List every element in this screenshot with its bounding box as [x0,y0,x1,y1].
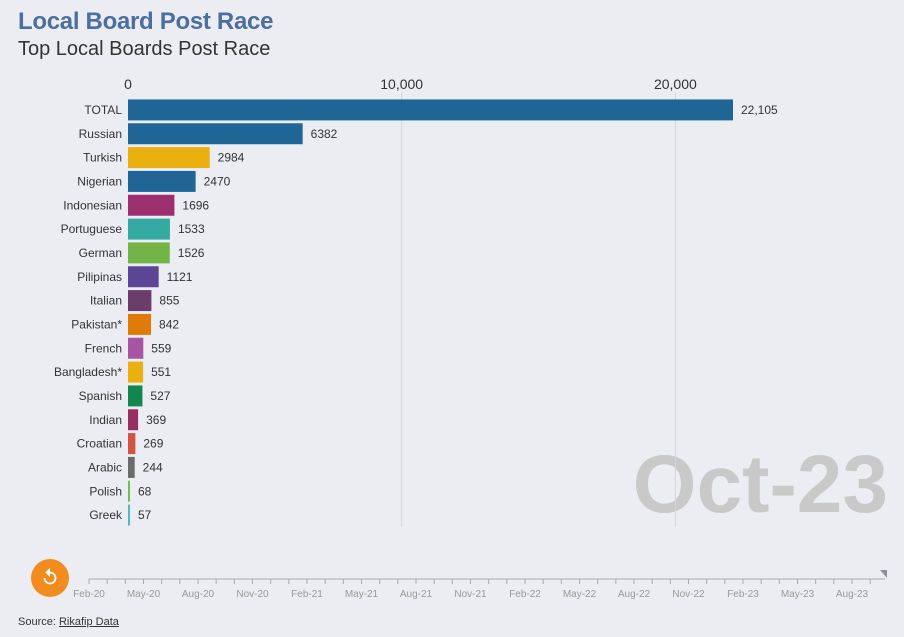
bar [128,361,144,383]
timeline-label: Nov-20 [236,589,269,600]
x-tick-label: 10,000 [380,76,423,92]
timeline-label: Aug-22 [618,589,651,600]
timeline-label: Aug-21 [400,589,433,600]
bar [128,242,170,264]
value-label: 1526 [178,246,205,260]
x-tick-label: 20,000 [654,76,697,92]
value-label: 269 [143,437,163,451]
value-label: 855 [159,294,179,308]
category-label: German [79,246,122,260]
bar [128,433,136,455]
timeline-label: May-23 [781,589,815,600]
value-label: 57 [138,508,152,522]
category-label: Portuguese [61,222,123,236]
category-label: Greek [89,508,123,522]
source-prefix: Source: [18,616,59,628]
value-label: 22,105 [741,103,778,117]
value-label: 842 [159,317,179,331]
bar [128,504,130,526]
bar [128,194,175,216]
category-label: Nigerian [77,174,122,188]
timeline-label: Aug-23 [836,589,869,600]
chart-title: Local Board Post Race [18,8,274,35]
value-label: 2470 [204,174,231,188]
bar [128,385,143,407]
bar [128,218,170,240]
category-label: Indonesian [63,198,122,212]
timeline-label: May-22 [563,589,597,600]
chart-subtitle: Top Local Boards Post Race [18,38,271,60]
timeline-label: Feb-20 [73,589,105,600]
source-note: Source: Rikafip Data [18,616,119,628]
value-label: 68 [138,484,152,498]
timeline-handle[interactable] [880,570,887,578]
bar [128,480,130,502]
bar [128,313,152,335]
value-label: 551 [151,365,171,379]
bar [128,123,303,145]
category-label: Russian [79,127,122,141]
timeline-label: Nov-21 [454,589,487,600]
value-label: 1533 [178,222,205,236]
category-label: Arabic [88,460,122,474]
category-label: Spanish [79,389,122,403]
value-label: 244 [143,460,163,474]
category-label: Pakistan* [71,317,122,331]
source-link[interactable]: Rikafip Data [58,616,119,628]
bar [128,456,135,478]
value-label: 527 [150,389,170,403]
value-label: 2984 [218,151,245,165]
x-tick-label: 0 [124,76,132,92]
bar [128,409,139,431]
value-label: 6382 [311,127,338,141]
bar [128,170,196,192]
replay-icon [43,567,57,585]
replay-button[interactable] [31,559,69,597]
value-label: 559 [151,341,171,355]
category-label: Turkish [83,151,122,165]
value-label: 369 [146,413,166,427]
date-watermark: Oct-23 [633,439,888,530]
timeline-label: May-20 [127,589,161,600]
timeline-label: Feb-21 [291,589,323,600]
timeline-label: Feb-23 [727,589,759,600]
value-label: 1121 [167,270,193,284]
category-label: Bangladesh* [54,365,122,379]
value-label: 1696 [182,198,209,212]
bar [128,147,210,169]
category-label: Croatian [77,437,122,451]
bar [128,290,152,312]
category-label: French [85,341,122,355]
timeline-label: Aug-20 [182,589,215,600]
bar [128,266,159,288]
timeline-label: Feb-22 [509,589,541,600]
bar [128,99,733,121]
category-label: Italian [90,294,122,308]
category-label: Pilipinas [77,270,122,284]
timeline-label: Nov-22 [672,589,705,600]
category-label: Polish [89,484,122,498]
bar [128,337,144,359]
category-label: Indian [89,413,122,427]
category-label: TOTAL [84,103,122,117]
timeline-label: May-21 [345,589,379,600]
